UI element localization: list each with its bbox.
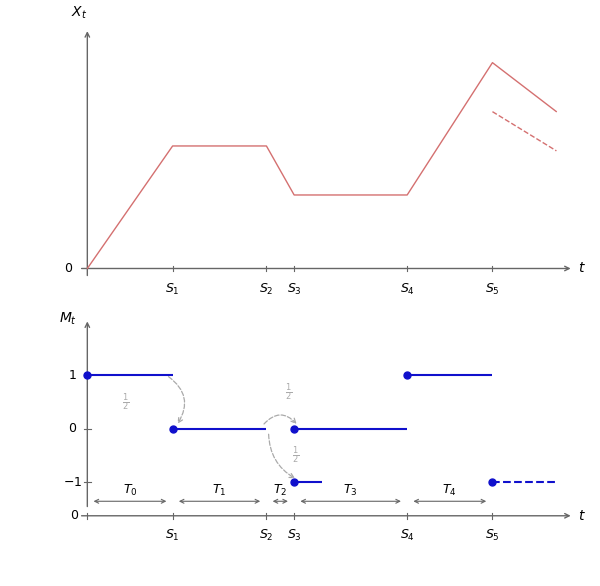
Text: $S_5$: $S_5$ bbox=[485, 282, 500, 297]
Text: $S_4$: $S_4$ bbox=[400, 527, 415, 543]
Text: 1: 1 bbox=[68, 369, 76, 381]
Text: $S_1$: $S_1$ bbox=[165, 282, 180, 297]
Text: $S_5$: $S_5$ bbox=[485, 527, 500, 543]
Text: $S_1$: $S_1$ bbox=[165, 527, 180, 543]
Text: $S_3$: $S_3$ bbox=[287, 527, 302, 543]
Text: $t$: $t$ bbox=[578, 509, 586, 523]
Text: $S_2$: $S_2$ bbox=[259, 282, 274, 297]
Text: 0: 0 bbox=[71, 509, 79, 522]
Text: $T_1$: $T_1$ bbox=[212, 483, 227, 498]
Text: $\frac{1}{2}$: $\frac{1}{2}$ bbox=[122, 391, 130, 413]
Text: $T_3$: $T_3$ bbox=[343, 483, 358, 498]
Text: $S_4$: $S_4$ bbox=[400, 282, 415, 297]
Text: $S_3$: $S_3$ bbox=[287, 282, 302, 297]
Text: $\frac{1}{2}$: $\frac{1}{2}$ bbox=[292, 445, 299, 466]
Text: $\frac{1}{2}$: $\frac{1}{2}$ bbox=[285, 381, 292, 403]
Text: $-1$: $-1$ bbox=[63, 476, 82, 489]
Text: 0: 0 bbox=[68, 423, 76, 435]
Text: $X_t$: $X_t$ bbox=[71, 5, 87, 21]
Text: $t$: $t$ bbox=[578, 261, 586, 275]
Text: $S_2$: $S_2$ bbox=[259, 527, 274, 543]
Text: $T_4$: $T_4$ bbox=[442, 483, 457, 498]
Text: $M_t$: $M_t$ bbox=[59, 311, 77, 327]
Text: $T_2$: $T_2$ bbox=[273, 483, 287, 498]
Text: 0: 0 bbox=[64, 262, 73, 275]
Text: $T_0$: $T_0$ bbox=[122, 483, 137, 498]
